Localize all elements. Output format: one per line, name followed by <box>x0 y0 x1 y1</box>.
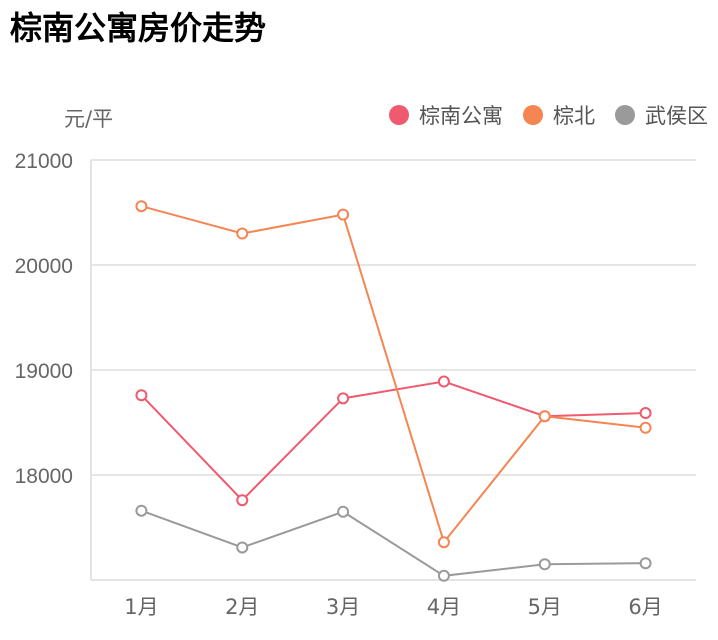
y-tick-label: 18000 <box>15 465 73 488</box>
series-0 <box>135 375 652 507</box>
series-1 <box>135 200 652 549</box>
legend-label: 棕南公寓 <box>419 104 503 128</box>
grid-lines <box>91 159 696 476</box>
data-point-marker[interactable] <box>337 505 350 518</box>
data-point-marker[interactable] <box>639 421 652 434</box>
series-line <box>141 205 646 545</box>
chart-title: 棕南公寓房价走势 <box>10 9 267 47</box>
y-tick-label: 20000 <box>15 255 73 278</box>
x-tick-label: 5月 <box>528 595 562 619</box>
data-point-marker[interactable] <box>538 410 551 423</box>
legend-item-wuhou-district[interactable]: 武侯区 <box>615 100 708 130</box>
x-tick-label: 2月 <box>225 595 259 619</box>
data-point-marker[interactable] <box>236 541 249 554</box>
series-lines <box>135 200 652 582</box>
x-tick-label: 3月 <box>326 595 360 619</box>
data-point-marker[interactable] <box>236 227 249 240</box>
y-axis-unit-label: 元/平 <box>64 107 114 131</box>
legend-dot-icon <box>523 105 543 125</box>
legend-item-zongbei[interactable]: 棕北 <box>523 100 595 130</box>
legend-dot-icon <box>615 105 635 125</box>
data-point-marker[interactable] <box>337 392 350 405</box>
data-point-marker[interactable] <box>135 504 148 517</box>
data-point-marker[interactable] <box>639 557 652 570</box>
data-point-marker[interactable] <box>538 558 551 571</box>
y-axis-ticks: 21000 20000 19000 18000 <box>15 150 73 488</box>
x-tick-label: 1月 <box>124 595 158 619</box>
x-axis-ticks: 1月 2月 3月 4月 5月 6月 <box>124 595 663 619</box>
data-point-marker[interactable] <box>437 569 450 582</box>
data-point-marker[interactable] <box>639 407 652 420</box>
x-tick-label: 4月 <box>427 595 461 619</box>
data-point-marker[interactable] <box>437 375 450 388</box>
chart-legend: 棕南公寓 棕北 武侯区 <box>369 100 708 130</box>
axes <box>90 160 696 581</box>
x-tick-label: 6月 <box>628 595 662 619</box>
data-point-marker[interactable] <box>236 494 249 507</box>
series-line <box>141 509 646 577</box>
data-point-marker[interactable] <box>437 536 450 549</box>
data-point-marker[interactable] <box>135 389 148 402</box>
y-tick-label: 19000 <box>15 360 73 383</box>
legend-item-zongnan-apartment[interactable]: 棕南公寓 <box>389 100 503 130</box>
data-point-marker[interactable] <box>135 200 148 213</box>
y-tick-label: 21000 <box>15 150 73 173</box>
series-2 <box>135 504 652 582</box>
legend-label: 武侯区 <box>645 104 708 128</box>
legend-label: 棕北 <box>553 104 595 128</box>
legend-dot-icon <box>389 105 409 125</box>
data-point-marker[interactable] <box>337 208 350 221</box>
series-line <box>140 380 646 502</box>
